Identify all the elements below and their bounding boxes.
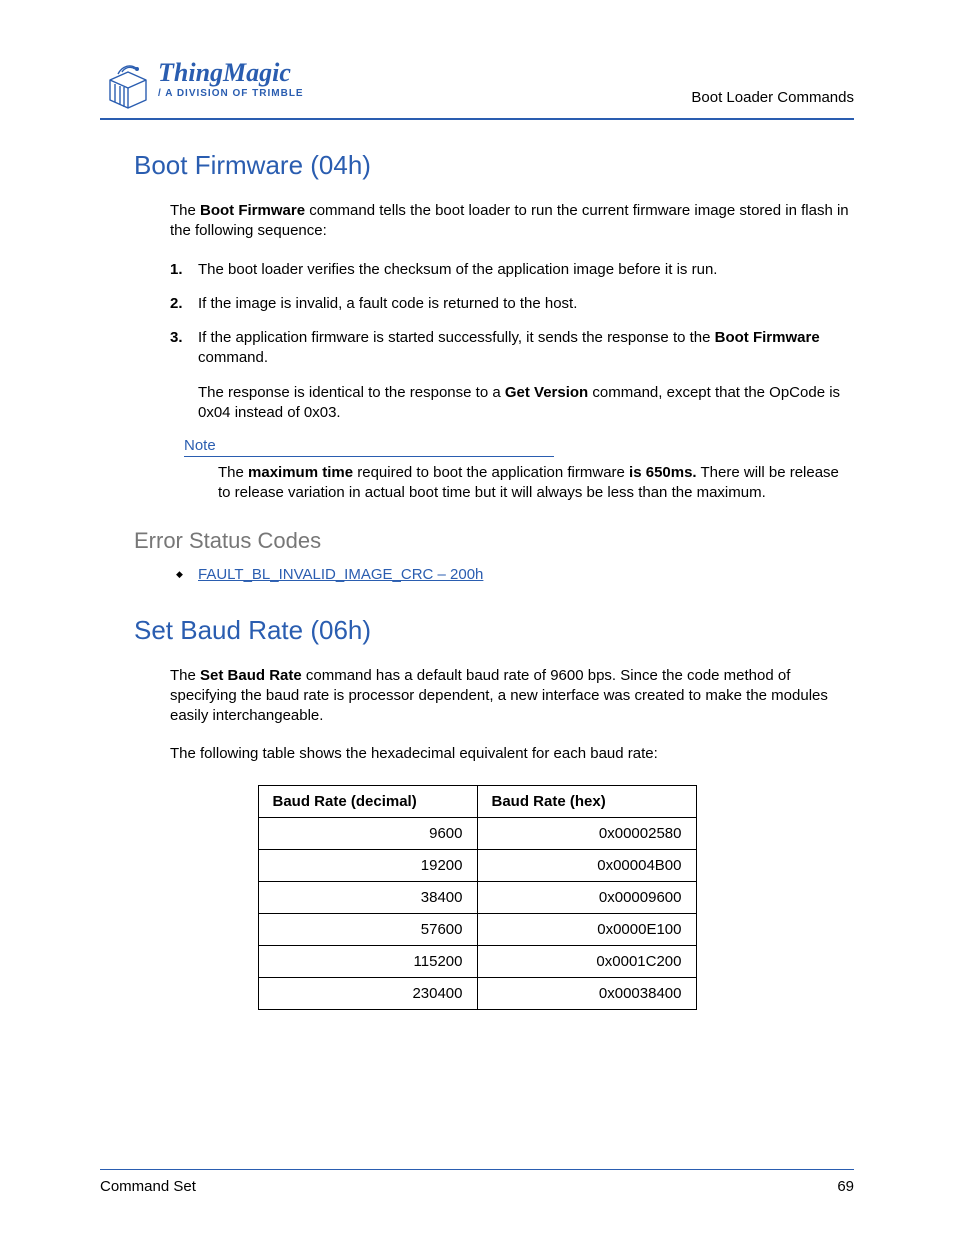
section-title-boot-firmware: Boot Firmware (04h) [134,150,854,181]
col-header-decimal: Baud Rate (decimal) [258,785,477,817]
cell-hex: 0x00004B00 [477,849,696,881]
step-1: The boot loader verifies the checksum of… [198,260,854,280]
cell-hex: 0x00038400 [477,977,696,1009]
cell-dec: 115200 [258,945,477,977]
baud-rate-table: Baud Rate (decimal) Baud Rate (hex) 9600… [258,785,697,1010]
cell-hex: 0x00002580 [477,817,696,849]
cell-hex: 0x0001C200 [477,945,696,977]
cell-dec: 38400 [258,881,477,913]
table-row: 576000x0000E100 [258,913,696,945]
step-3-sub: The response is identical to the respons… [198,383,854,424]
cell-hex: 0x00009600 [477,881,696,913]
boot-firmware-intro: The Boot Firmware command tells the boot… [170,201,854,242]
note-body: The maximum time required to boot the ap… [218,463,854,504]
note-rule [184,456,554,457]
error-codes-list: FAULT_BL_INVALID_IMAGE_CRC – 200h [170,564,854,585]
set-baud-rate-intro: The Set Baud Rate command has a default … [170,666,854,727]
page-header: ThingMagic / A DIVISION OF TRIMBLE Boot … [100,60,854,118]
error-status-codes-heading: Error Status Codes [134,528,854,554]
step-3: If the application firmware is started s… [198,328,854,423]
logo-subtitle: / A DIVISION OF TRIMBLE [158,88,304,99]
table-row: 192000x00004B00 [258,849,696,881]
logo-icon [100,60,158,112]
table-row: 2304000x00038400 [258,977,696,1009]
table-row: 1152000x0001C200 [258,945,696,977]
footer-page-number: 69 [837,1178,854,1195]
cell-dec: 9600 [258,817,477,849]
cell-dec: 230400 [258,977,477,1009]
cell-dec: 57600 [258,913,477,945]
error-code-item: FAULT_BL_INVALID_IMAGE_CRC – 200h [198,564,854,585]
table-row: 96000x00002580 [258,817,696,849]
logo-name: ThingMagic [158,60,304,86]
note-label: Note [184,437,216,456]
baud-table-intro: The following table shows the hexadecima… [170,744,854,764]
footer-rule [100,1169,854,1170]
section-title-set-baud-rate: Set Baud Rate (06h) [134,615,854,646]
col-header-hex: Baud Rate (hex) [477,785,696,817]
note-block: Note The maximum time required to boot t… [184,437,854,504]
cell-hex: 0x0000E100 [477,913,696,945]
step-2: If the image is invalid, a fault code is… [198,294,854,314]
table-header-row: Baud Rate (decimal) Baud Rate (hex) [258,785,696,817]
fault-link[interactable]: FAULT_BL_INVALID_IMAGE_CRC – 200h [198,566,483,583]
cell-dec: 19200 [258,849,477,881]
header-rule [100,118,854,120]
page: ThingMagic / A DIVISION OF TRIMBLE Boot … [0,0,954,1235]
footer-left: Command Set [100,1178,196,1195]
boot-firmware-steps: The boot loader verifies the checksum of… [170,260,854,424]
logo: ThingMagic / A DIVISION OF TRIMBLE [100,60,304,112]
page-footer: Command Set 69 [100,1169,854,1195]
table-row: 384000x00009600 [258,881,696,913]
header-section-label: Boot Loader Commands [691,89,854,112]
